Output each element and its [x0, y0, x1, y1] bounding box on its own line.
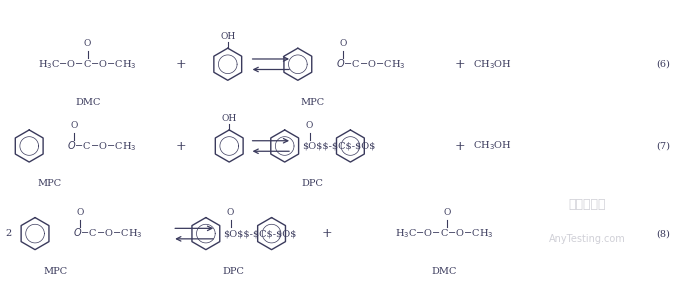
Text: O: O — [443, 208, 450, 217]
Text: DPC: DPC — [222, 267, 245, 276]
Text: O: O — [84, 39, 91, 48]
Text: +: + — [175, 58, 186, 71]
Text: +: + — [455, 58, 465, 71]
Text: OH: OH — [222, 114, 237, 123]
Text: O: O — [227, 208, 235, 217]
Text: $O$$-$C$-$O$-$CH$_3$: $O$$-$C$-$O$-$CH$_3$ — [336, 57, 405, 71]
Text: O: O — [77, 208, 84, 217]
Text: CH$_3$OH: CH$_3$OH — [473, 140, 512, 152]
Text: (8): (8) — [656, 229, 670, 238]
Text: (6): (6) — [656, 60, 670, 69]
Text: $O$$-$C$-$O$: $O$$-$C$-$O$ — [223, 229, 296, 238]
Text: +: + — [175, 140, 186, 152]
Text: 嘉峪检测网: 嘉峪检测网 — [568, 198, 606, 211]
Text: MPC: MPC — [301, 98, 324, 107]
Text: OH: OH — [220, 32, 235, 41]
Text: CH$_3$OH: CH$_3$OH — [473, 58, 512, 71]
Text: O: O — [339, 39, 347, 48]
Text: $O$$-$C$-$O$-$CH$_3$: $O$$-$C$-$O$-$CH$_3$ — [67, 139, 137, 153]
Text: O: O — [306, 121, 313, 130]
Text: $O$$-$C$-$O$: $O$$-$C$-$O$ — [302, 142, 375, 150]
Text: +: + — [322, 227, 333, 240]
Text: DMC: DMC — [431, 267, 456, 276]
Text: (7): (7) — [656, 142, 670, 150]
Text: H$_3$C$-$O$-$C$-$O$-$CH$_3$: H$_3$C$-$O$-$C$-$O$-$CH$_3$ — [394, 227, 493, 240]
Text: $O$$-$C$-$O$-$CH$_3$: $O$$-$C$-$O$-$CH$_3$ — [73, 227, 143, 241]
Text: MPC: MPC — [44, 267, 67, 276]
Text: 2: 2 — [6, 229, 12, 238]
Text: DMC: DMC — [75, 98, 100, 107]
Text: AnyTesting.com: AnyTesting.com — [549, 234, 626, 244]
Text: +: + — [455, 140, 465, 152]
Text: H$_3$C$-$O$-$C$-$O$-$CH$_3$: H$_3$C$-$O$-$C$-$O$-$CH$_3$ — [38, 58, 137, 71]
Text: DPC: DPC — [301, 180, 324, 188]
Text: O: O — [71, 121, 78, 130]
Text: MPC: MPC — [37, 180, 62, 188]
